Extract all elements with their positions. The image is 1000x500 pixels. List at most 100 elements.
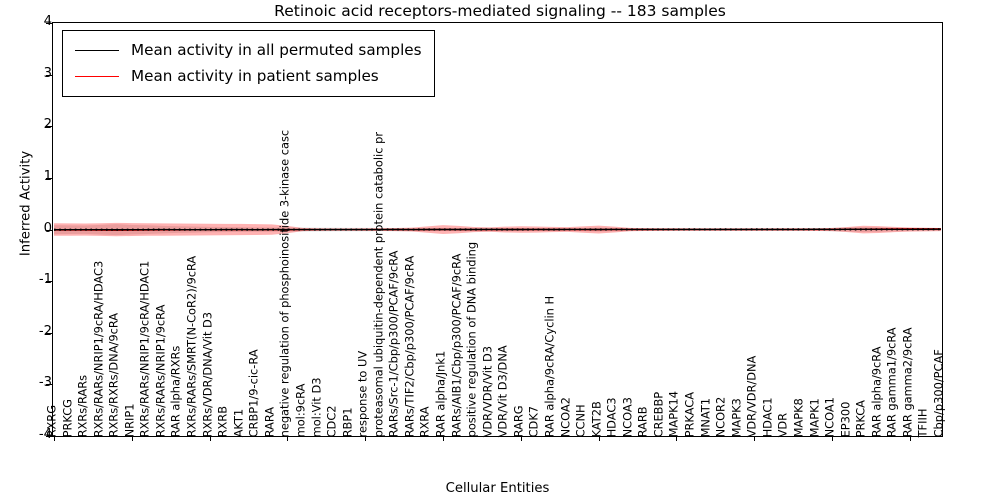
y-tick-mark — [46, 126, 52, 128]
x-tick-label: RAR gamma2/9cRA — [900, 326, 915, 437]
x-tick-mark — [365, 437, 367, 441]
x-tick-label: VDR/VDR/DNA — [744, 355, 759, 437]
x-tick-label: RXRs/RARs — [75, 374, 90, 438]
x-tick-mark — [754, 437, 756, 441]
x-tick-label: RXRA — [418, 406, 433, 437]
y-tick-mark — [46, 229, 52, 231]
legend-label-patient: Mean activity in patient samples — [131, 67, 379, 85]
x-tick-mark — [443, 437, 445, 441]
x-tick-label: RAR gamma1/9cRA — [884, 326, 899, 437]
x-tick-label: CDC2 — [324, 405, 339, 437]
y-tick-mark — [46, 74, 52, 76]
legend-item-patient[interactable]: Mean activity in patient samples — [71, 63, 422, 89]
legend-swatch-permuted — [75, 49, 119, 51]
x-tick-label: MAPK3 — [729, 397, 744, 437]
x-tick-label: TFIIH — [916, 408, 931, 437]
x-tick-label: RXRs/RXRs/DNA/9cRA — [106, 312, 121, 438]
y-tick-mark — [46, 177, 52, 179]
x-tick-label: RAR alpha/9cRA/Cyclin H — [542, 295, 557, 437]
y-tick-label: 2 — [43, 117, 52, 133]
x-tick-mark — [209, 437, 211, 441]
x-tick-label: MAPK8 — [791, 397, 806, 437]
x-tick-label: RAR alpha/9cRA — [869, 346, 884, 437]
x-tick-label: CRBP1/9-cic-RA — [246, 348, 261, 437]
x-tick-label: RAR alpha/RXRs — [169, 345, 184, 437]
chart-title: Retinoic acid receptors-mediated signali… — [274, 2, 726, 20]
x-tick-mark — [832, 437, 834, 441]
x-axis-label: Cellular Entities — [445, 481, 550, 496]
x-tick-label: HDAC1 — [760, 397, 775, 437]
plot-svg — [53, 222, 942, 237]
series-line-permuted-markers — [53, 228, 942, 231]
chart-legend[interactable]: Mean activity in all permuted samples Me… — [62, 30, 435, 97]
x-tick-label: proteasomal ubiquitin-dependent protein … — [371, 131, 386, 437]
x-tick-mark — [676, 437, 678, 441]
x-tick-label: negative regulation of phosphoinositide … — [278, 129, 292, 437]
y-tick-label: -1 — [38, 272, 52, 288]
y-tick-mark — [46, 436, 52, 437]
x-tick-label: MAPK1 — [807, 397, 822, 437]
x-tick-mark — [54, 437, 55, 441]
y-tick-label: -2 — [38, 323, 52, 339]
x-tick-label: HDAC3 — [604, 397, 619, 437]
x-tick-label: CREBBP — [651, 391, 666, 437]
x-tick-label: NCOA2 — [558, 396, 573, 437]
x-tick-label: RXRG — [44, 404, 59, 437]
y-tick-label: 4 — [43, 14, 52, 29]
x-tick-label: MNAT1 — [698, 397, 713, 437]
x-tick-label: RXRs/RARs/NRIP1/9cRA/HDAC3 — [91, 260, 106, 437]
x-tick-label: NCOR2 — [713, 396, 728, 437]
x-tick-label: VDR — [775, 412, 790, 437]
x-tick-label: RXRs/RARs/NRIP1/9cRA — [153, 304, 168, 437]
x-tick-label: CCNH — [573, 404, 588, 437]
x-tick-label: VDR/Vit D3/DNA — [495, 344, 510, 437]
x-tick-label: AKT1 — [231, 408, 246, 437]
y-tick-label: -4 — [38, 427, 52, 442]
legend-label-permuted: Mean activity in all permuted samples — [131, 41, 422, 59]
x-tick-label: NCOA1 — [822, 396, 837, 437]
y-tick-mark — [46, 23, 52, 24]
series-lines-layer — [53, 228, 942, 231]
x-tick-label: RARG — [511, 405, 526, 437]
x-tick-label: EP300 — [838, 401, 853, 437]
x-tick-label: RXRB — [215, 405, 230, 437]
x-tick-label: positive regulation of DNA binding — [464, 241, 479, 437]
x-tick-label: PRKCA — [853, 399, 868, 437]
x-tick-label: RXRs/RARs/NRIP1/9cRA/HDAC1 — [137, 260, 152, 437]
x-tick-label: NCOA3 — [620, 396, 635, 437]
x-tick-label: RARB — [635, 406, 650, 437]
x-tick-label: PRKACA — [682, 391, 697, 437]
x-tick-label: VDR/VDR/Vit D3 — [480, 345, 495, 437]
y-tick-label: 1 — [43, 168, 52, 184]
x-tick-label: RARs/TIF2/Cbp/p300/PCAF/9cRA — [402, 255, 417, 437]
x-tick-label: mol:9cRA — [293, 383, 308, 437]
y-tick-mark — [46, 332, 52, 334]
x-tick-mark — [131, 437, 133, 441]
y-tick-label: 3 — [43, 65, 52, 81]
x-tick-label: PRKCG — [60, 398, 75, 437]
legend-item-permuted[interactable]: Mean activity in all permuted samples — [71, 37, 422, 63]
y-tick-mark — [46, 281, 52, 283]
x-tick-mark — [598, 437, 600, 441]
x-tick-label: MAPK14 — [667, 390, 682, 437]
x-tick-label: RXRs/VDR/DNA/Vit D3 — [200, 311, 215, 437]
x-tick-label: RXRs/RARs/SMRT(N-CoR2)/9cRA — [184, 255, 199, 437]
x-tick-mark — [520, 437, 522, 441]
legend-swatch-patient — [75, 75, 119, 77]
y-tick-label: -3 — [38, 375, 52, 391]
x-tick-label: RARA — [262, 406, 277, 438]
y-tick-label: 0 — [43, 220, 52, 236]
x-tick-label: response to UV — [355, 350, 370, 437]
y-tick-mark — [46, 384, 52, 386]
x-tick-label: CDK7 — [526, 405, 541, 437]
x-tick-label: RBP1 — [340, 407, 355, 437]
x-tick-mark — [287, 437, 289, 441]
x-tick-label: mol:Vit D3 — [309, 377, 324, 437]
x-tick-label: RARs/Src-1/Cbp/p300/PCAF/9cRA — [386, 250, 401, 437]
x-tick-label: RARs/AIB1/Cbp/p300/PCAF/9cRA — [449, 253, 464, 437]
x-tick-label: Cbp/p300/PCAF — [931, 348, 946, 437]
x-tick-label: KAT2B — [589, 400, 604, 437]
x-tick-label: RAR alpha/Jnk1 — [433, 350, 448, 437]
x-tick-mark — [909, 437, 911, 441]
